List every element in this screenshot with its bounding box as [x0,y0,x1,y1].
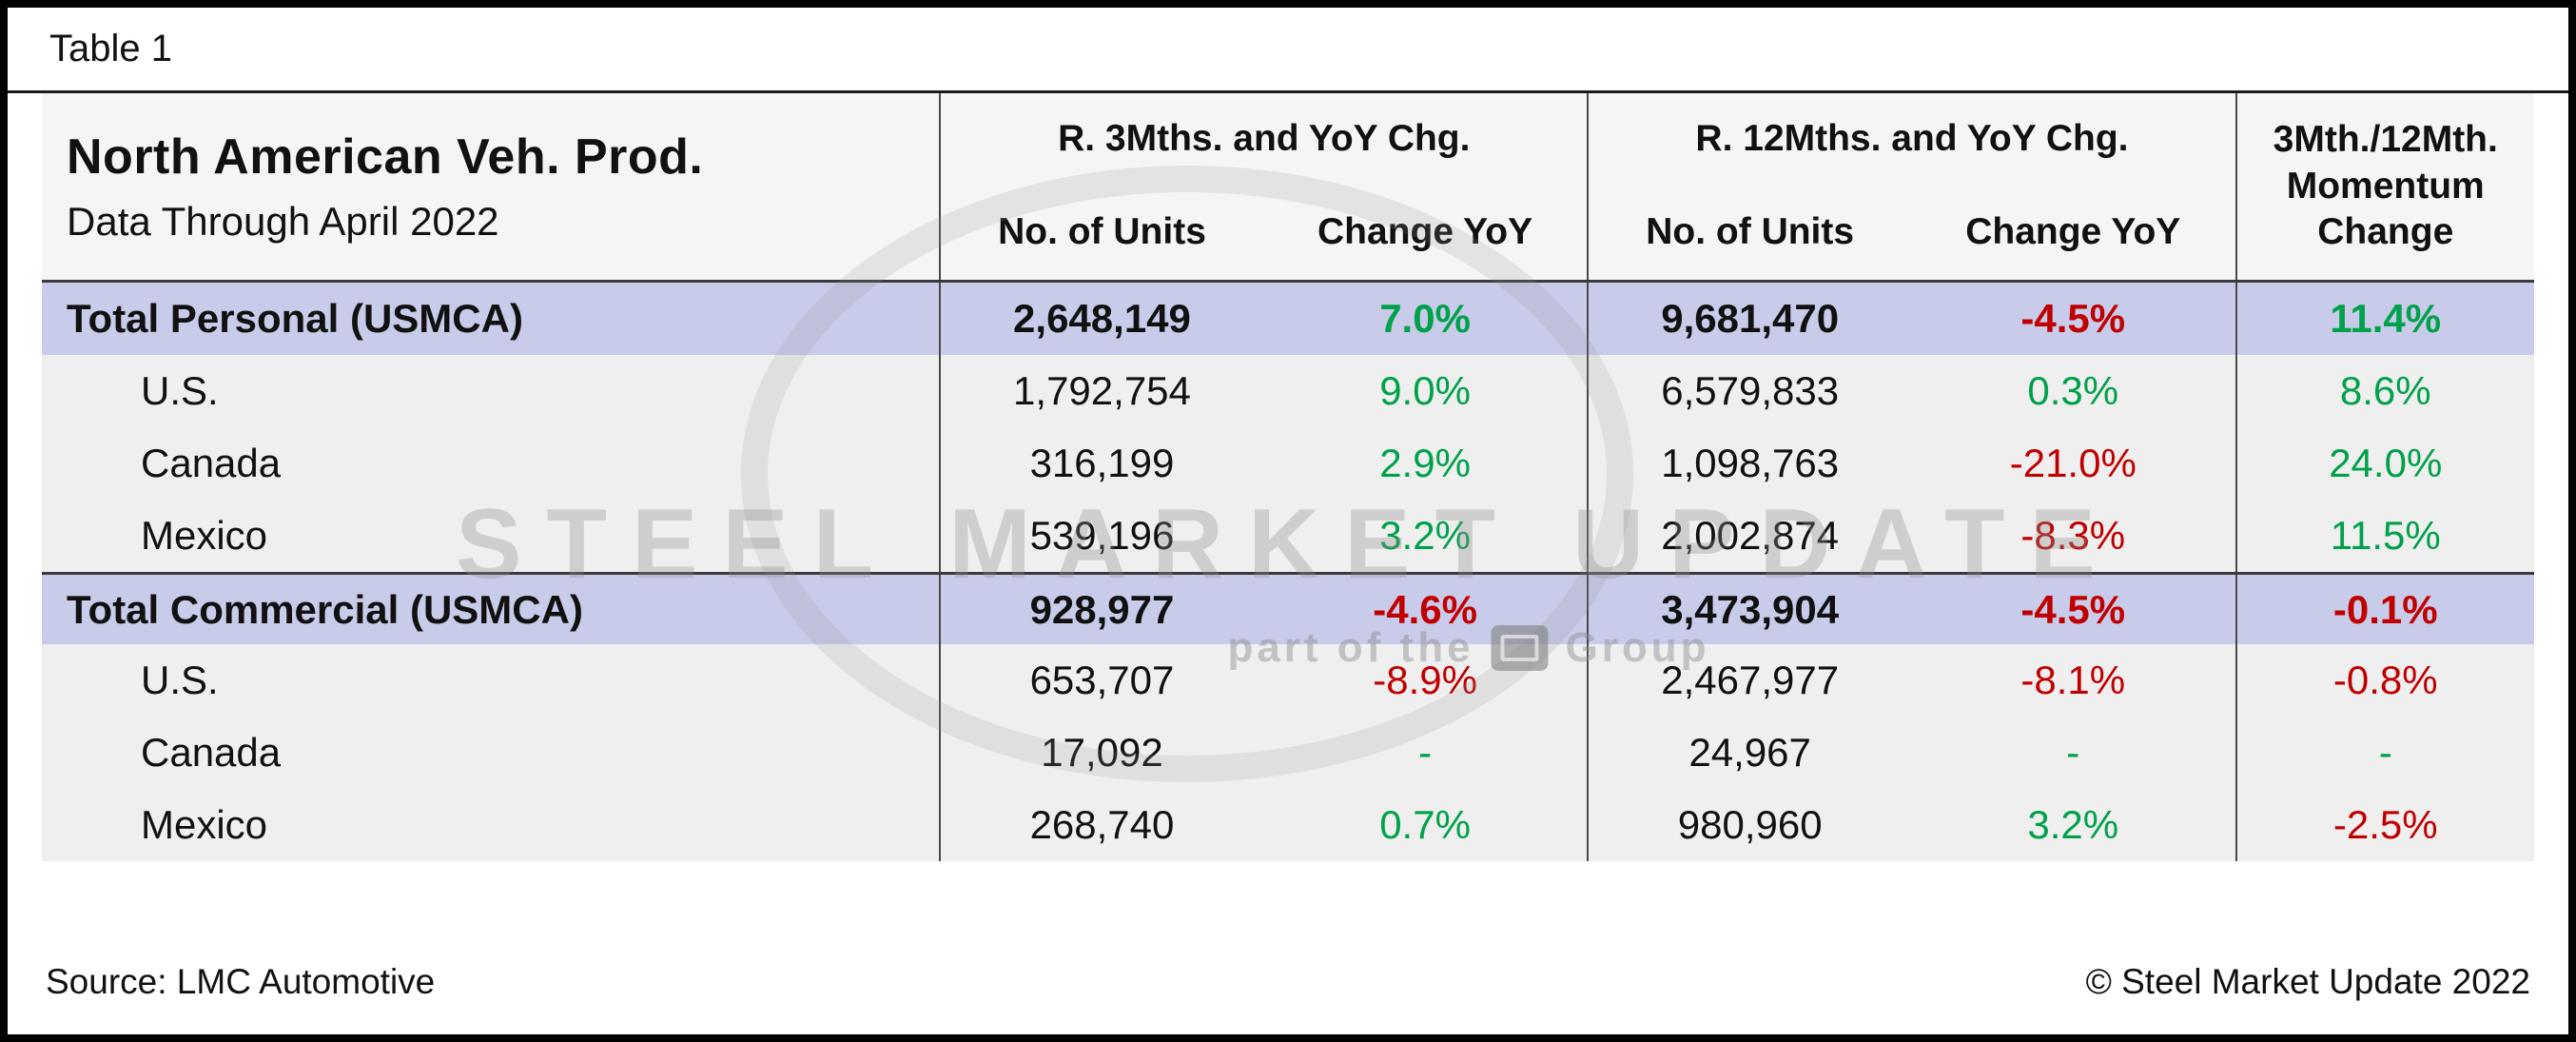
change-3mth: 0.7% [1379,802,1471,847]
copyright-note: © Steel Market Update 2022 [2085,962,2530,1001]
change-12mth: 0.3% [2027,368,2119,413]
column-group-12mth: R. 12Mths. and YoY Chg. [1587,93,2234,185]
change-12mth: -8.3% [2020,513,2126,558]
row-label: U.S. [141,368,219,413]
table-row-total-personal: Total Personal (USMCA) 2,648,149 7.0% 9,… [42,283,2534,355]
table-footer: Source: LMC Automotive © Steel Market Up… [8,861,2568,1034]
units-3mth: 2,648,149 [939,283,1263,355]
units-3mth: 268,740 [939,789,1263,861]
table-row-commercial-us: U.S. 653,707 -8.9% 2,467,977 -8.1% -0.8% [42,644,2534,717]
subheader-change-12mth: Change YoY [1965,211,2181,252]
change-3mth: -4.6% [1373,586,1477,632]
units-3mth: 928,977 [939,575,1263,644]
table-row-total-commercial: Total Commercial (USMCA) 928,977 -4.6% 3… [42,572,2534,644]
momentum-change: 8.6% [2234,355,2534,427]
column-group-3mth: R. 3Mths. and YoY Chg. [939,93,1587,185]
change-12mth: -4.5% [2020,296,2126,341]
change-3mth: 7.0% [1379,296,1471,341]
units-3mth: 539,196 [939,500,1263,572]
data-table: North American Veh. Prod. Data Through A… [42,93,2534,861]
table-row-commercial-mexico: Mexico 268,740 0.7% 980,960 3.2% -2.5% [42,789,2534,861]
units-12mth: 2,002,874 [1587,500,1911,572]
momentum-change: - [2234,717,2534,789]
row-label: Mexico [141,513,268,558]
table-title: North American Veh. Prod. [67,129,704,185]
momentum-change: 24.0% [2234,427,2534,500]
row-label: U.S. [141,658,219,702]
change-3mth: - [1418,730,1433,775]
row-label: Canada [141,730,282,775]
row-label: Canada [141,441,282,485]
table-subtitle: Data Through April 2022 [67,199,499,244]
table-header: North American Veh. Prod. Data Through A… [42,93,2534,283]
table-row-commercial-canada: Canada 17,092 - 24,967 - - [42,717,2534,789]
table-row-personal-mexico: Mexico 539,196 3.2% 2,002,874 -8.3% 11.5… [42,500,2534,572]
table-row-personal-us: U.S. 1,792,754 9.0% 6,579,833 0.3% 8.6% [42,355,2534,427]
subheader-units-3mth: No. of Units [939,185,1263,280]
row-label: Mexico [141,802,268,847]
change-12mth: -21.0% [2009,441,2137,485]
units-12mth: 3,473,904 [1587,575,1911,644]
change-3mth: 2.9% [1379,441,1471,485]
units-3mth: 17,092 [939,717,1263,789]
units-12mth: 9,681,470 [1587,283,1911,355]
change-12mth: - [2066,730,2080,775]
table-number-label: Table 1 [49,28,172,69]
change-12mth: -4.5% [2020,586,2126,632]
source-note: Source: LMC Automotive [46,962,436,1001]
momentum-change: 11.5% [2234,500,2534,572]
table-number-strip: Table 1 [8,8,2568,93]
units-3mth: 653,707 [939,644,1263,717]
change-3mth: 9.0% [1379,368,1471,413]
units-12mth: 24,967 [1587,717,1911,789]
units-12mth: 6,579,833 [1587,355,1911,427]
units-3mth: 316,199 [939,427,1263,500]
change-3mth: -8.9% [1373,658,1477,702]
column-group-momentum: 3Mth./12Mth. Momentum Change [2234,93,2534,280]
subheader-change-3mth: Change YoY [1317,211,1533,252]
change-12mth: -8.1% [2020,658,2126,702]
row-label: Total Personal (USMCA) [67,296,523,341]
momentum-change: -2.5% [2234,789,2534,861]
table-title-block: North American Veh. Prod. Data Through A… [42,93,939,280]
change-12mth: 3.2% [2027,802,2119,847]
units-12mth: 2,467,977 [1587,644,1911,717]
change-3mth: 3.2% [1379,513,1471,558]
subheader-units-12mth: No. of Units [1587,185,1911,280]
row-label: Total Commercial (USMCA) [67,586,583,632]
units-12mth: 1,098,763 [1587,427,1911,500]
momentum-change: -0.8% [2234,644,2534,717]
momentum-change: 11.4% [2234,283,2534,355]
table-row-personal-canada: Canada 316,199 2.9% 1,098,763 -21.0% 24.… [42,427,2534,500]
momentum-change: -0.1% [2234,575,2534,644]
units-12mth: 980,960 [1587,789,1911,861]
units-3mth: 1,792,754 [939,355,1263,427]
